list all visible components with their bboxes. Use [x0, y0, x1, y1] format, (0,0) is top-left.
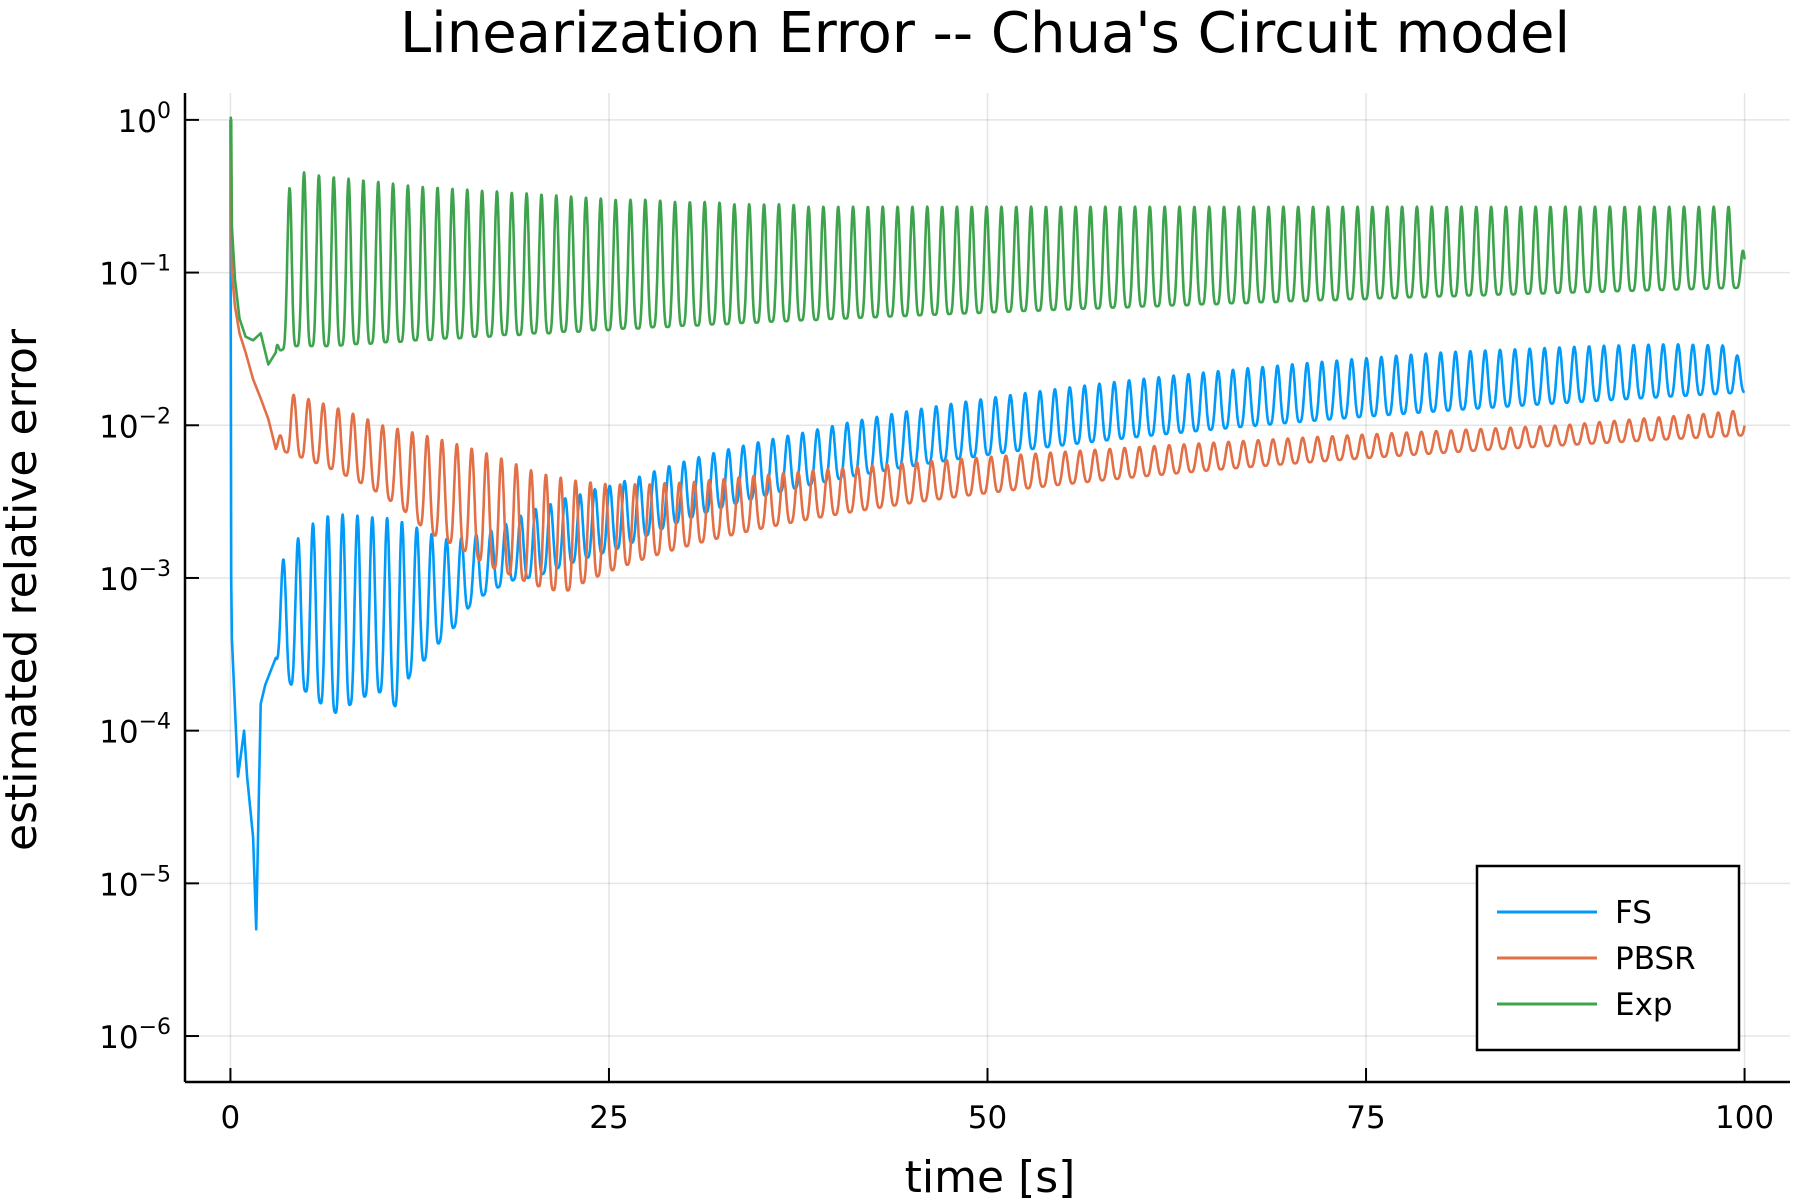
legend-label: Exp [1615, 987, 1673, 1023]
series-line-exp [229, 116, 1746, 366]
y-tick-label: 100 [118, 99, 171, 140]
series-line-pbsr [229, 119, 1746, 592]
legend-label: FS [1615, 895, 1652, 931]
y-axis-label: estimated relative error [0, 328, 47, 851]
y-tick-label: 10−3 [99, 557, 171, 598]
legend-label: PBSR [1615, 941, 1696, 977]
y-tick-label: 10−1 [99, 252, 171, 293]
x-tick-label: 75 [1346, 1100, 1385, 1136]
y-tick-label: 10−4 [99, 710, 171, 751]
y-tick-label: 10−5 [99, 862, 171, 903]
y-tick-label: 10−2 [99, 404, 171, 445]
series-layer [229, 116, 1746, 931]
x-tick-label: 25 [589, 1100, 628, 1136]
x-tick-label: 100 [1715, 1100, 1774, 1136]
x-axis-label: time [s] [905, 1152, 1076, 1200]
y-tick-label: 10−6 [99, 1015, 171, 1056]
x-tick-label: 0 [221, 1100, 241, 1136]
grid [185, 93, 1790, 1082]
series-line-fs [229, 119, 1746, 931]
x-tick-label: 50 [968, 1100, 1007, 1136]
ticks: 0 25 50 75 100 100 10−1 10−2 10−3 10−4 10−5 10−6 [99, 99, 1774, 1136]
legend: FS PBSR Exp [1475, 864, 1741, 1052]
chart-title: Linearization Error -- Chua's Circuit mo… [400, 1, 1570, 66]
